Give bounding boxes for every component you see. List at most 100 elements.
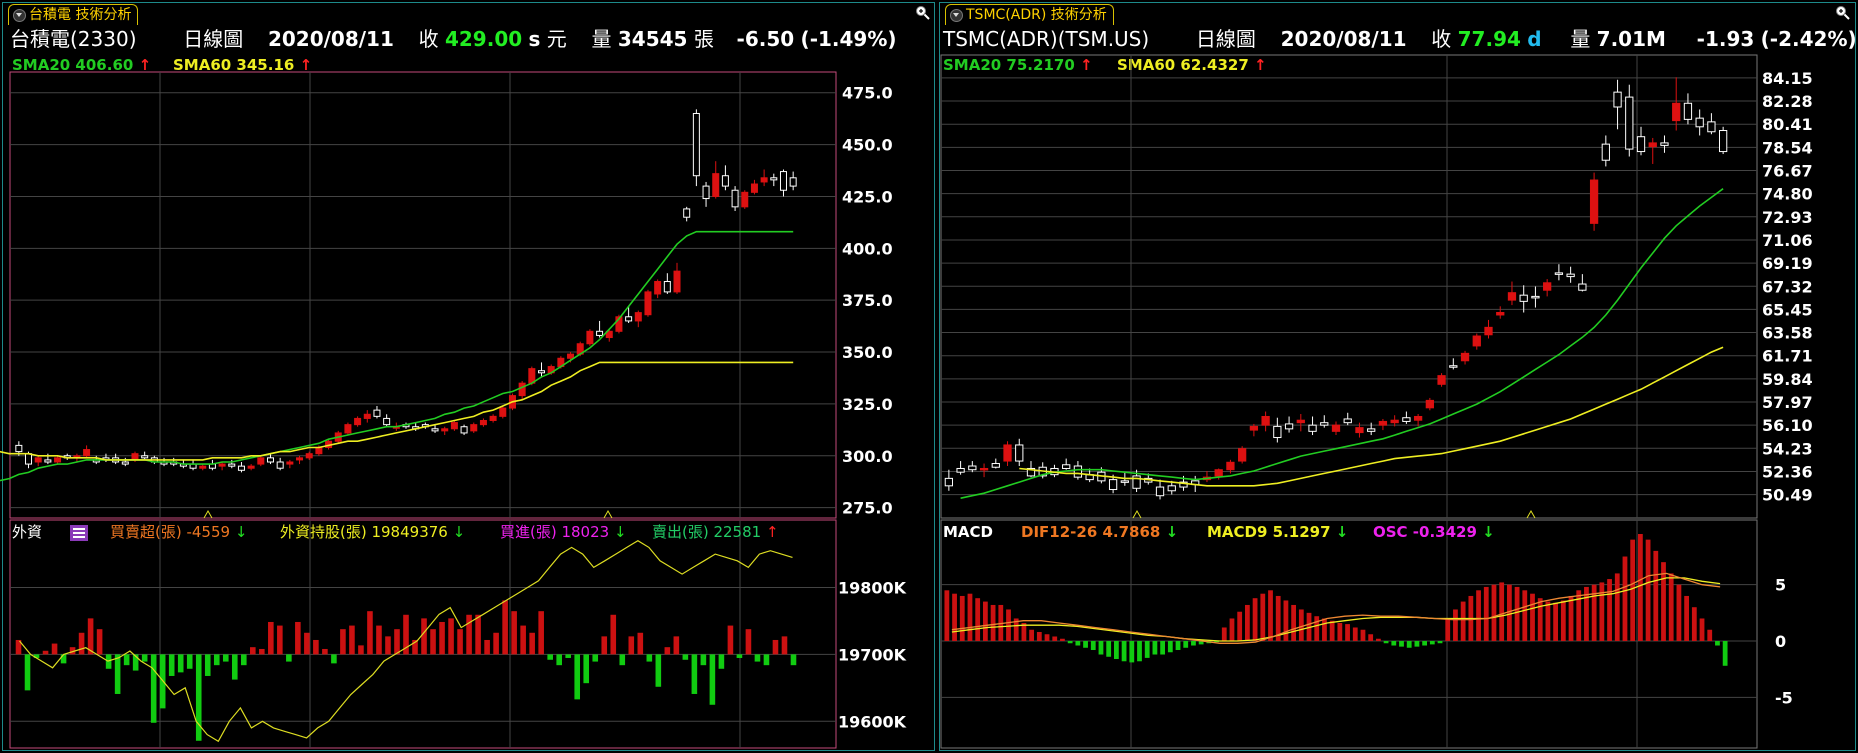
osc-bar — [1345, 624, 1350, 641]
osc-bar — [1437, 641, 1443, 644]
pane-frame — [939, 2, 1856, 751]
candle-body — [634, 312, 642, 322]
net-buy-bar — [286, 654, 292, 662]
osc-bar — [1183, 641, 1189, 648]
osc-legend: OSC -0.3429 ↓ — [1373, 523, 1495, 541]
osc-bar — [1514, 586, 1520, 641]
candle-body — [956, 467, 965, 473]
net-buy-bar — [15, 639, 22, 655]
osc-bar — [1121, 641, 1127, 662]
osc-bar — [1044, 634, 1050, 641]
candle-body — [25, 453, 33, 465]
candle-body — [789, 177, 797, 187]
candle-body — [441, 428, 449, 432]
pane-tab-title[interactable]: 台積電 技術分析 — [8, 4, 139, 25]
price-chart[interactable]: 84.15 82.28 80.41 78.54 76.67 74.80 72.93 71.06… — [937, 0, 1858, 753]
candle-body — [1589, 179, 1599, 224]
candle-body — [383, 417, 391, 426]
candle-body — [373, 409, 381, 417]
candle-body — [266, 457, 274, 463]
candle-body — [470, 424, 478, 432]
zoom-in-icon[interactable] — [1835, 5, 1851, 21]
net-buy-bar — [231, 654, 238, 680]
candle-body — [1636, 136, 1646, 153]
price-axis-tick: 61.71 — [1762, 347, 1813, 366]
candle-body — [1496, 311, 1505, 316]
net-buy-bar — [655, 654, 662, 687]
osc-bar — [1337, 622, 1343, 641]
candle-body — [1073, 465, 1083, 478]
net-buy-bar — [547, 654, 553, 660]
candle-body — [1120, 480, 1129, 483]
osc-bar — [1198, 641, 1204, 645]
price-axis-tick: 450.0 — [842, 136, 893, 155]
close-price: 77.94 — [1457, 27, 1521, 51]
net-buy-bar — [781, 636, 788, 655]
candle-body — [1484, 326, 1493, 336]
osc-bar — [1422, 641, 1428, 646]
candle-body — [1660, 142, 1669, 146]
price-axis-tick: 67.32 — [1762, 277, 1813, 296]
net-buy-bar — [277, 625, 283, 655]
close-flag: s — [528, 27, 541, 51]
net-buy-bar — [24, 654, 31, 691]
sma60-line — [1019, 346, 1724, 487]
osc-bar — [982, 601, 988, 641]
price-axis-tick: 425.0 — [842, 187, 893, 206]
candle-body — [1132, 475, 1141, 489]
lower-panel-border — [940, 519, 1758, 749]
osc-bar — [1668, 573, 1674, 641]
net-buy-bar — [340, 629, 346, 655]
candle-body — [1543, 282, 1552, 291]
osc-bar — [1129, 641, 1135, 663]
net-buy-bar — [592, 654, 599, 662]
osc-bar — [1491, 584, 1497, 641]
net-buy-bar — [511, 611, 517, 655]
candle-body — [538, 370, 546, 374]
osc-bar — [1522, 590, 1528, 641]
osc-bar — [1352, 627, 1358, 641]
chart-kind: 日線圖 — [1195, 27, 1256, 51]
pane-tab-title[interactable]: TSMC(ADR) 技術分析 — [945, 4, 1114, 25]
candle-body — [944, 477, 954, 487]
osc-bar — [1322, 618, 1327, 641]
candle-body — [1566, 273, 1575, 278]
net-buy-bar — [601, 636, 608, 655]
osc-bar — [1137, 641, 1142, 662]
candle-body — [1672, 102, 1681, 122]
tab-menu-icon[interactable] — [950, 9, 963, 22]
osc-bar — [967, 593, 973, 641]
net-buy-bar — [114, 654, 121, 694]
osc-bar — [1252, 598, 1258, 641]
stock-name: TSMC(ADR)(TSM.US) — [943, 27, 1150, 51]
dif-line — [951, 572, 1721, 644]
candle-body — [1167, 485, 1176, 492]
net-buy-bar — [736, 654, 743, 658]
net-buy-bar — [268, 621, 274, 655]
osc-bar — [1029, 629, 1035, 641]
zoom-in-icon[interactable] — [915, 5, 931, 21]
net-buy-bar — [583, 654, 590, 684]
candle-body — [1718, 130, 1728, 153]
quote-date: 2020/08/11 — [267, 27, 394, 51]
candle-body — [1601, 143, 1610, 161]
osc-bar — [1260, 593, 1266, 641]
net-buy-bar — [304, 632, 310, 655]
net-buy-bar — [556, 654, 562, 666]
net-buy-bar — [691, 654, 698, 694]
tab-menu-icon[interactable] — [13, 9, 26, 22]
price-chart[interactable]: 475.0 450.0 425.0 400.0 375.0 350.0 325.0 300.0… — [0, 0, 937, 753]
price-axis-tick: 71.06 — [1762, 231, 1813, 250]
net-buy-bar — [709, 654, 716, 705]
candle-body — [1402, 417, 1411, 422]
tsmc-tw-technical-pane: 台積電 技術分析 台積電(2330) 日線圖 2020/08/11 收 429.… — [0, 0, 937, 753]
net-buy-bar — [412, 639, 418, 655]
list-settings-icon[interactable] — [70, 525, 88, 541]
candle-body — [1413, 415, 1423, 421]
osc-bar — [1314, 616, 1320, 641]
candle-body — [1308, 424, 1317, 432]
close-price: 429.00 — [444, 27, 523, 51]
net-buy-bar — [682, 654, 689, 660]
net-buy-bar — [403, 614, 409, 655]
price-axis-tick: 56.10 — [1762, 416, 1813, 435]
